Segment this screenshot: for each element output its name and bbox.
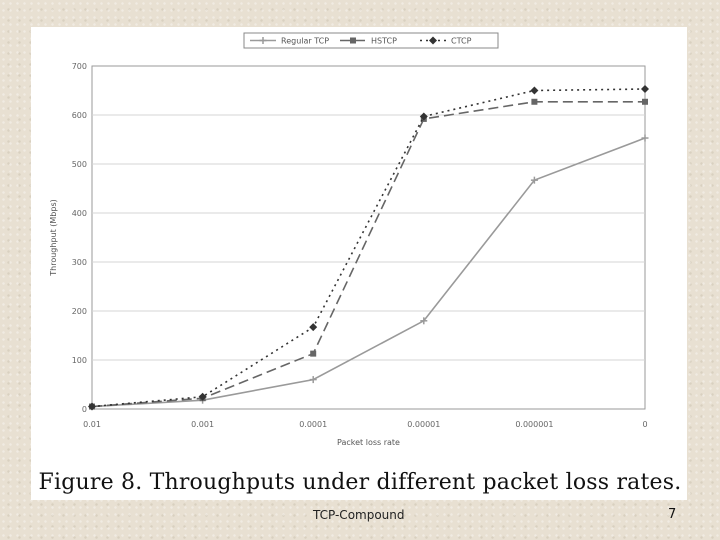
data-point-1: [642, 98, 648, 105]
x-tick-label: 0: [642, 420, 647, 429]
y-tick-label: 0: [82, 405, 87, 414]
page-number: 7: [668, 507, 677, 522]
x-tick-label: 0.01: [83, 420, 101, 429]
figure-caption: Figure 8. Throughputs under different pa…: [38, 470, 682, 495]
y-tick-label: 700: [72, 62, 87, 71]
legend-label: CTCP: [451, 37, 472, 46]
legend-marker: [429, 36, 437, 45]
data-point-2: [530, 86, 539, 95]
legend-label: HSTCP: [371, 37, 397, 46]
legend-box: [243, 32, 499, 49]
x-tick-label: 0.0001: [299, 420, 327, 429]
data-point-1: [310, 350, 317, 357]
y-tick-label: 100: [72, 356, 87, 365]
throughput-chart: 0 100 200 300 400 500 600 700 0.01 0.001 0.0001 0.0…: [49, 32, 649, 447]
data-point-1: [531, 98, 538, 105]
series-line-2: [91, 88, 646, 408]
y-tick-label: 200: [72, 307, 87, 316]
data-point-2: [641, 85, 649, 94]
y-tick-label: 500: [72, 160, 87, 169]
data-point-2: [88, 402, 96, 411]
x-tick-label: 0.000001: [515, 420, 553, 429]
y-tick-label: 400: [72, 209, 87, 218]
legend-marker: [350, 37, 356, 44]
chart-image: 0 100 200 300 400 500 600 700 0.01 0.001 0.0001 0.0…: [31, 27, 687, 500]
legend-label: Regular TCP: [281, 37, 329, 46]
data-point-2: [419, 112, 428, 121]
data-point-2: [309, 323, 318, 332]
x-tick-label: 0.001: [191, 420, 214, 429]
series-line-0: [91, 137, 646, 408]
y-axis-label: Throughput (Mbps): [49, 199, 58, 276]
slide-footer: TCP-Compound: [313, 508, 405, 522]
y-tick-label: 300: [72, 258, 87, 267]
data-point-2: [198, 392, 207, 401]
plot-area: [91, 65, 646, 410]
x-axis-label: Packet loss rate: [337, 438, 400, 447]
x-tick-label: 0.00001: [407, 420, 440, 429]
y-tick-label: 600: [72, 111, 87, 120]
series-line-1: [91, 100, 645, 408]
